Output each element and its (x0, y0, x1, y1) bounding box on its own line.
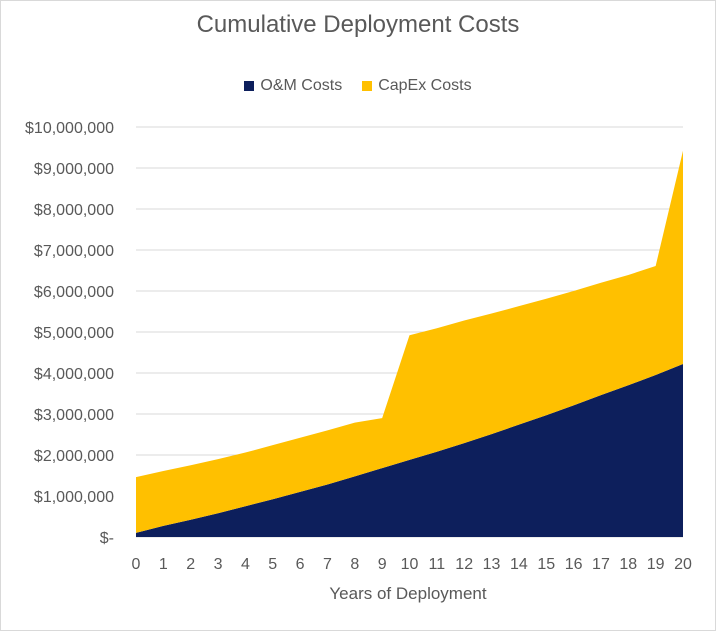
x-tick-label: 12 (455, 556, 473, 573)
chart-title: Cumulative Deployment Costs (196, 11, 520, 38)
y-tick-label: $2,000,000 (34, 448, 114, 465)
legend-swatch-capex (362, 81, 373, 91)
y-tick-label: $7,000,000 (34, 243, 114, 260)
y-tick-label: $- (100, 530, 114, 547)
y-tick-label: $9,000,000 (34, 161, 114, 178)
legend-item-capex: CapEx Costs (362, 77, 472, 95)
x-axis-ticks: 0 1 2 3 4 5 6 7 8 9 10 11 12 13 14 15 16 17 18 19 20 (132, 556, 692, 573)
x-tick-label: 15 (537, 556, 555, 573)
x-tick-label: 6 (296, 556, 305, 573)
x-tick-label: 13 (483, 556, 501, 573)
legend-label-om: O&M Costs (260, 77, 343, 94)
x-tick-label: 20 (674, 556, 692, 573)
x-tick-label: 8 (350, 556, 359, 573)
x-tick-label: 9 (378, 556, 387, 573)
y-tick-label: $6,000,000 (34, 284, 114, 301)
y-axis-ticks: $- $1,000,000 $2,000,000 $3,000,000 $4,000,0… (25, 120, 114, 547)
y-tick-label: $8,000,000 (34, 202, 114, 219)
x-tick-label: 1 (159, 556, 168, 573)
x-tick-label: 19 (647, 556, 665, 573)
area-om-costs (136, 363, 683, 537)
x-tick-label: 10 (401, 556, 419, 573)
legend-label-capex: CapEx Costs (378, 77, 472, 94)
area-capex-costs (136, 150, 683, 533)
x-tick-label: 11 (429, 556, 446, 573)
y-tick-label: $3,000,000 (34, 407, 114, 424)
legend-swatch-om (244, 81, 255, 91)
legend-item-om: O&M Costs (244, 77, 342, 95)
x-axis-title: Years of Deployment (329, 584, 486, 603)
x-tick-label: 7 (323, 556, 332, 573)
x-tick-label: 0 (132, 556, 141, 573)
y-tick-label: $10,000,000 (25, 120, 114, 137)
x-tick-label: 3 (214, 556, 223, 573)
area-series (136, 150, 683, 537)
x-tick-label: 14 (510, 556, 528, 573)
x-tick-label: 5 (268, 556, 277, 573)
x-tick-label: 2 (186, 556, 195, 573)
y-tick-label: $5,000,000 (34, 325, 114, 342)
x-tick-label: 4 (241, 556, 250, 573)
y-tick-label: $4,000,000 (34, 366, 114, 383)
x-tick-label: 18 (619, 556, 637, 573)
y-tick-label: $1,000,000 (34, 489, 114, 506)
x-tick-label: 16 (565, 556, 583, 573)
x-tick-label: 17 (592, 556, 610, 573)
legend: O&M Costs CapEx Costs (1, 77, 715, 95)
